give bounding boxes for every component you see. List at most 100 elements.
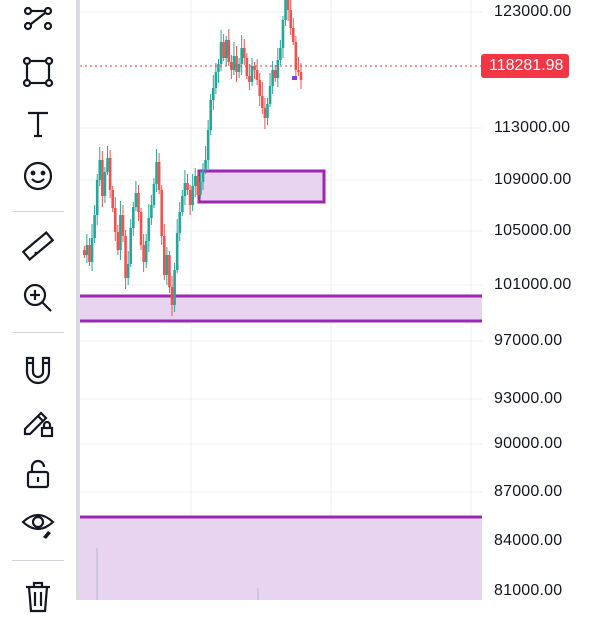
toolbar-divider <box>12 332 64 333</box>
candle-body <box>93 215 96 238</box>
candle-body <box>217 64 220 72</box>
candle-body <box>173 270 176 305</box>
candle-body <box>144 241 148 262</box>
candle-body <box>157 162 161 190</box>
candle-body <box>111 190 114 208</box>
candle-body <box>129 228 133 264</box>
measure-tool[interactable] <box>14 224 62 268</box>
text-tool[interactable] <box>14 102 62 146</box>
candle-body <box>204 160 207 170</box>
candle-body <box>137 193 140 212</box>
price-tick: 81000.00 <box>494 582 563 599</box>
candle-body <box>152 184 156 205</box>
zoom-in-tool[interactable] <box>14 276 62 320</box>
candle-body <box>147 218 151 241</box>
candle-body <box>266 104 269 118</box>
remove-drawings-tool[interactable] <box>14 574 62 618</box>
trend-lines-icon <box>23 6 53 31</box>
icon-emoji-tool[interactable] <box>14 154 62 198</box>
candle-body <box>206 130 210 160</box>
eye-icon <box>21 513 55 539</box>
unlock-icon <box>26 459 50 489</box>
smiley-icon <box>23 161 53 191</box>
candle-body <box>242 48 246 58</box>
candle-body <box>281 20 285 48</box>
candle-body <box>219 42 223 64</box>
candle-body <box>227 40 231 62</box>
supply-zone-rectangle <box>197 169 326 204</box>
candle-body <box>126 264 130 278</box>
lock-all-drawings-tool[interactable] <box>14 452 62 496</box>
candle-body <box>209 100 213 130</box>
candle-body <box>268 86 272 104</box>
candlestick-chart[interactable] <box>80 0 482 600</box>
candle-body <box>160 190 163 236</box>
candle-body <box>95 180 99 215</box>
toolbar-divider <box>12 211 64 212</box>
candle-body <box>297 70 300 72</box>
candle-body <box>170 287 174 305</box>
candle-body <box>286 0 290 10</box>
candle-body <box>263 108 267 118</box>
price-tick: 105000.00 <box>494 222 572 239</box>
candle-body <box>214 72 218 88</box>
candle-body <box>232 56 236 70</box>
candle-body <box>201 170 205 182</box>
hide-drawings-tool[interactable] <box>14 500 62 544</box>
price-tick: 87000.00 <box>494 483 563 500</box>
magnet-mode-tool[interactable] <box>14 348 62 392</box>
trend-line-tool[interactable] <box>14 0 62 40</box>
price-chart[interactable] <box>80 0 482 600</box>
price-tick: 84000.00 <box>494 532 563 549</box>
lock-drawing-mode-tool[interactable] <box>14 400 62 444</box>
candle-body <box>121 215 125 236</box>
zoom-in-icon <box>23 283 52 312</box>
candle-body <box>261 96 264 108</box>
candle-body <box>181 196 184 212</box>
candle-body <box>119 215 122 250</box>
magnet-icon <box>25 356 51 385</box>
drawing-toolbar <box>0 0 76 613</box>
candle-body <box>248 76 251 82</box>
candle-body <box>188 190 192 205</box>
trash-icon <box>26 581 50 613</box>
current-price-badge: 118281.98 <box>481 54 570 78</box>
candle-body <box>103 172 107 196</box>
candle-body <box>279 48 282 60</box>
candle-body <box>273 70 277 78</box>
candle-body <box>113 208 117 232</box>
candle-body <box>155 162 158 184</box>
candle-body <box>276 60 280 78</box>
candle-body <box>291 28 295 42</box>
price-tick: 109000.00 <box>494 171 572 188</box>
candle-body <box>162 236 166 275</box>
candle-body <box>224 40 228 58</box>
candle-body <box>222 42 225 58</box>
candle-body <box>106 158 109 172</box>
candle-body <box>212 88 215 100</box>
candle-body <box>289 10 292 28</box>
price-tick: 123000.00 <box>494 3 572 20</box>
ruler-icon <box>21 230 55 262</box>
support-zone-band <box>80 296 482 321</box>
candle-body <box>178 212 182 233</box>
price-tick: 113000.00 <box>494 119 571 136</box>
rectangle-tool[interactable] <box>14 50 62 94</box>
last-price-marker <box>292 76 297 80</box>
candle-body <box>186 183 189 190</box>
candle-body <box>168 255 171 287</box>
candle-body <box>253 66 256 70</box>
candle-body <box>191 186 194 205</box>
pencil-lock-icon <box>23 411 54 438</box>
candle-body <box>240 48 243 64</box>
candle-body <box>142 245 145 262</box>
price-tick: 93000.00 <box>494 390 563 407</box>
candle-body <box>134 193 138 207</box>
candle-body <box>271 70 274 86</box>
candle-body <box>116 232 120 250</box>
candle-body <box>250 66 254 82</box>
price-axis[interactable]: 123000.00 113000.00 109000.00 105000.00 … <box>482 0 600 600</box>
candle-body <box>85 245 89 255</box>
candle-body <box>235 56 238 72</box>
toolbar-edge-strip <box>76 0 80 600</box>
